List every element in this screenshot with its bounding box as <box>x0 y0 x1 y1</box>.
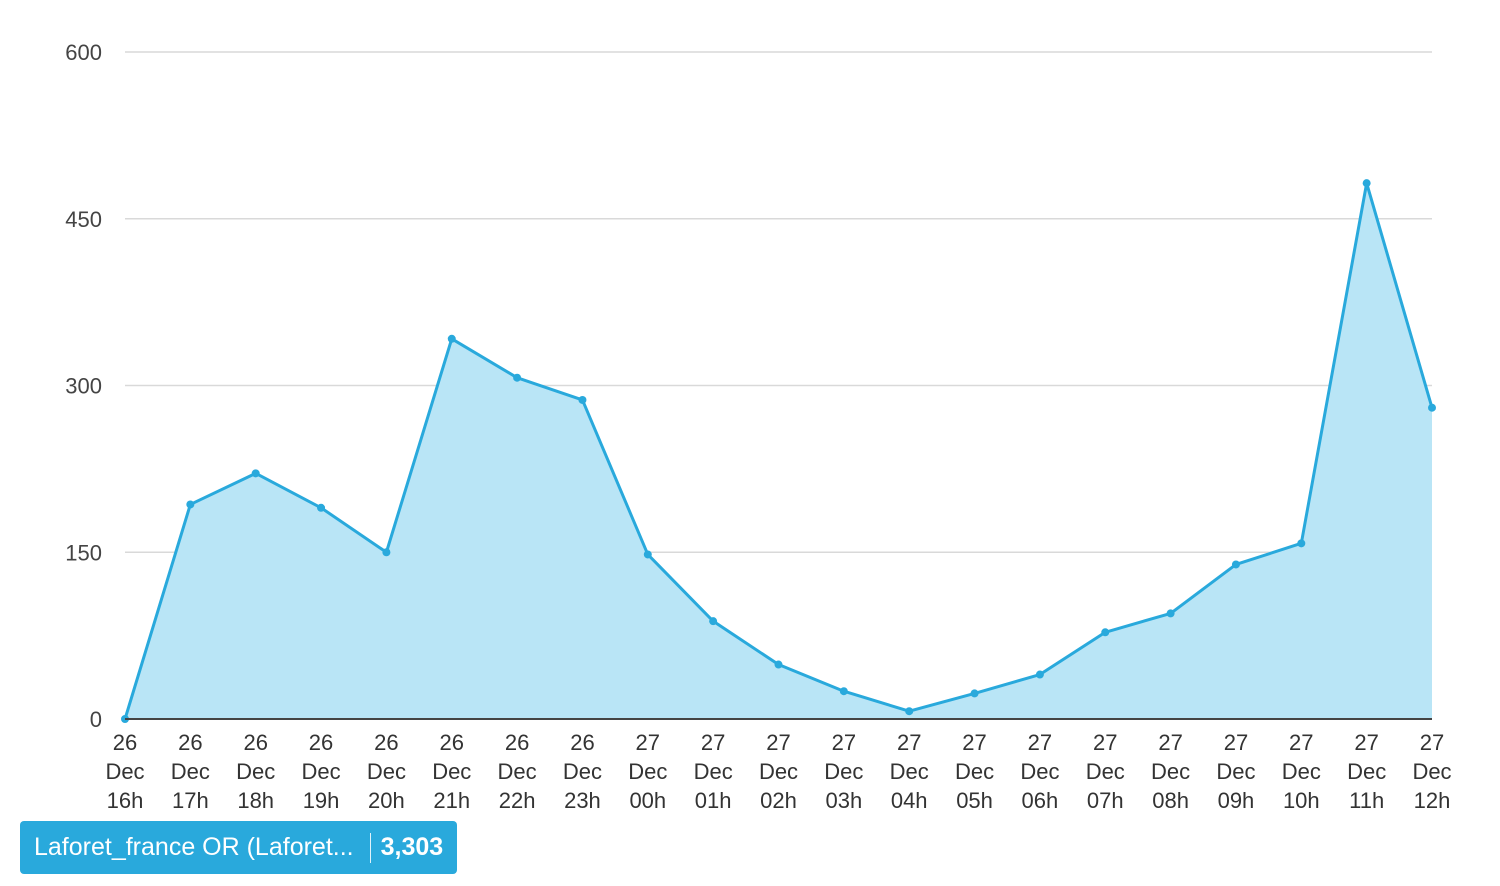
x-tick-label: 26 Dec 16h <box>105 730 144 813</box>
x-axis-tick-labels: 26 Dec 16h 26 Dec 17h 26 Dec 18h 26 Dec 19h 26 Dec 20h… <box>105 730 1451 813</box>
data-point[interactable] <box>1232 560 1240 568</box>
x-tick-label: 27 Dec 02h <box>759 730 798 813</box>
data-point[interactable] <box>1297 539 1305 547</box>
legend-series-label: Laforet_france OR (Laforet... <box>34 833 354 862</box>
x-tick-label: 27 Dec 08h <box>1151 730 1190 813</box>
y-tick-label: 450 <box>65 207 102 232</box>
data-point[interactable] <box>317 504 325 512</box>
x-tick-label: 26 Dec 18h <box>236 730 275 813</box>
y-tick-label: 300 <box>65 374 102 399</box>
x-tick-label: 27 Dec 09h <box>1216 730 1255 813</box>
data-point[interactable] <box>578 396 586 404</box>
data-point[interactable] <box>775 661 783 669</box>
data-point[interactable] <box>1363 179 1371 187</box>
series-area-fill <box>125 183 1432 719</box>
data-point[interactable] <box>186 500 194 508</box>
x-tick-label: 27 Dec 00h <box>628 730 667 813</box>
data-point[interactable] <box>1036 671 1044 679</box>
x-tick-label: 26 Dec 19h <box>301 730 340 813</box>
legend-series-button[interactable]: Laforet_france OR (Laforet... 3,303 <box>20 821 457 874</box>
x-tick-label: 27 Dec 01h <box>694 730 733 813</box>
data-point[interactable] <box>1428 404 1436 412</box>
x-tick-label: 27 Dec 10h <box>1282 730 1321 813</box>
data-point[interactable] <box>1101 628 1109 636</box>
x-tick-label: 27 Dec 06h <box>1020 730 1059 813</box>
data-point[interactable] <box>644 550 652 558</box>
y-tick-label: 150 <box>65 540 102 565</box>
x-tick-label: 27 Dec 03h <box>824 730 863 813</box>
x-tick-label: 26 Dec 22h <box>498 730 537 813</box>
x-tick-label: 27 Dec 11h <box>1347 730 1386 813</box>
data-point[interactable] <box>840 687 848 695</box>
x-tick-label: 26 Dec 17h <box>171 730 210 813</box>
data-point[interactable] <box>905 707 913 715</box>
data-point[interactable] <box>448 335 456 343</box>
x-tick-label: 26 Dec 20h <box>367 730 406 813</box>
data-point[interactable] <box>709 617 717 625</box>
data-point[interactable] <box>382 548 390 556</box>
x-tick-label: 26 Dec 23h <box>563 730 602 813</box>
grid-lines <box>125 52 1432 552</box>
y-tick-label: 600 <box>65 40 102 65</box>
x-tick-label: 27 Dec 07h <box>1086 730 1125 813</box>
legend-series-total: 3,303 <box>381 833 444 862</box>
legend-divider <box>370 833 371 863</box>
y-tick-label: 0 <box>90 707 102 732</box>
x-tick-label: 27 Dec 12h <box>1412 730 1451 813</box>
data-point[interactable] <box>971 689 979 697</box>
x-tick-label: 27 Dec 05h <box>955 730 994 813</box>
x-tick-label: 26 Dec 21h <box>432 730 471 813</box>
data-point[interactable] <box>513 374 521 382</box>
x-tick-label: 27 Dec 04h <box>890 730 929 813</box>
data-point[interactable] <box>1167 609 1175 617</box>
y-axis-tick-labels: 0 150 300 450 600 <box>65 40 102 732</box>
data-point[interactable] <box>252 469 260 477</box>
